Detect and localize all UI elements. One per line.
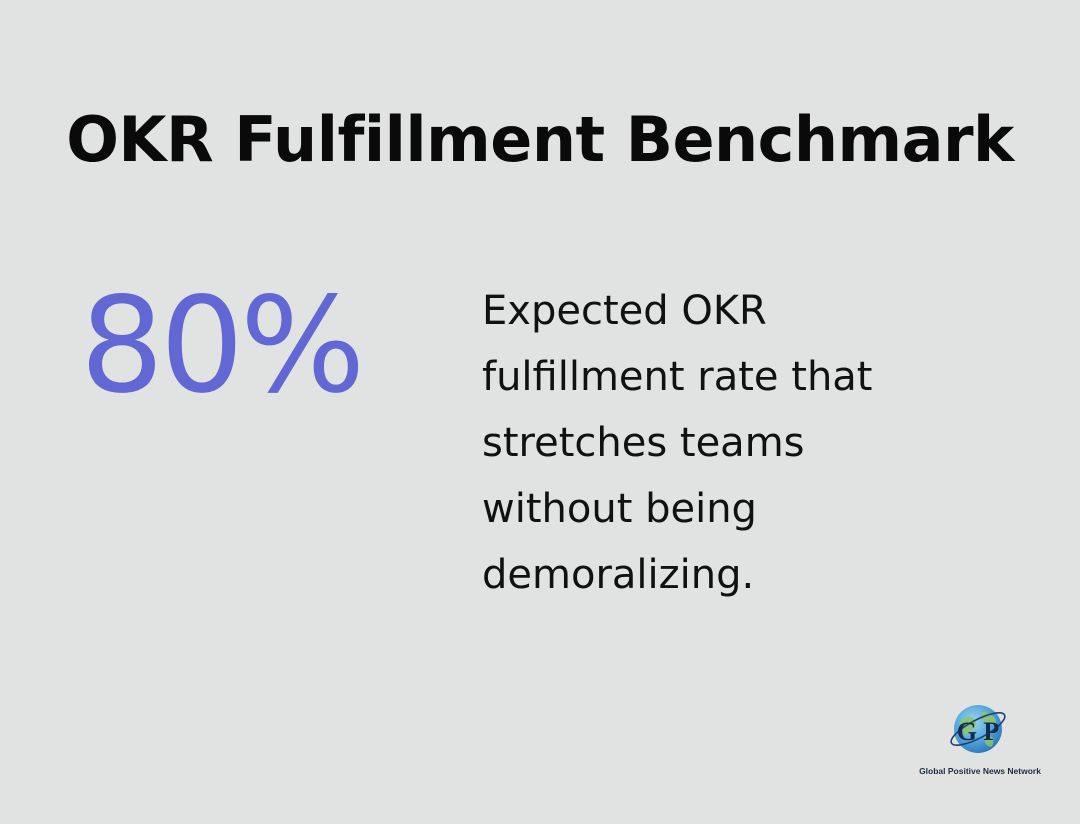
logo-text: Global Positive News Network	[919, 766, 1041, 776]
description-line: without being	[482, 486, 757, 532]
brand-logo: G P Global Positive News Network	[912, 696, 1048, 786]
stat-description: Expected OKR fulfillment rate that stret…	[482, 278, 1002, 608]
description-line: stretches teams	[482, 420, 805, 466]
globe-logo-icon: G P	[950, 705, 1006, 753]
description-line: Expected OKR	[482, 288, 767, 334]
description-line: fulfillment rate that	[482, 354, 873, 400]
stat-value: 80%	[80, 269, 365, 423]
logo-monogram: G P	[957, 717, 1000, 746]
page-title: OKR Fulfillment Benchmark	[66, 103, 1014, 176]
description-line: demoralizing.	[482, 552, 755, 598]
